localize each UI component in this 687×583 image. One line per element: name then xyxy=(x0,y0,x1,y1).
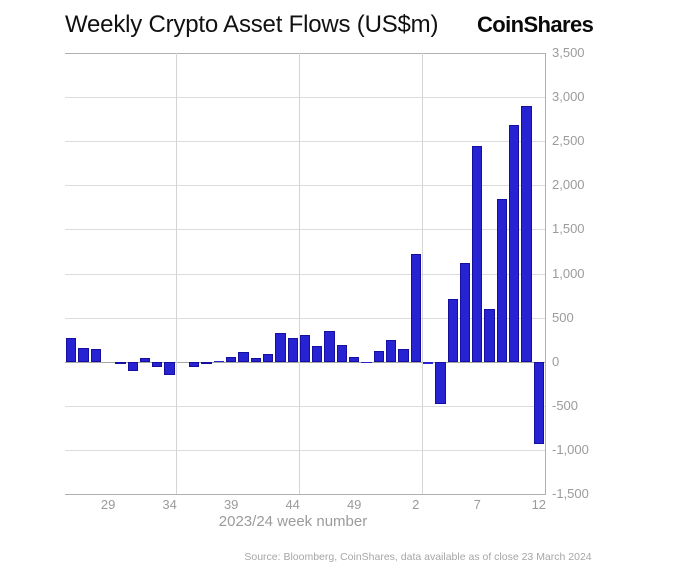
x-tick-label-44: 44 xyxy=(285,497,300,512)
bar-week-28 xyxy=(90,348,101,362)
gridline-week-2 xyxy=(421,53,423,494)
gridline-y-2500 xyxy=(65,141,545,143)
gridline-y-3000 xyxy=(65,97,545,99)
y-tick-label: -1,000 xyxy=(552,441,589,457)
bar-week-45 xyxy=(299,334,311,362)
plot-right-border xyxy=(545,53,546,495)
bar-week-48 xyxy=(336,344,348,362)
x-tick-label-12: 12 xyxy=(531,497,547,512)
bar-week-12 xyxy=(533,361,544,444)
source-note: Source: Bloomberg, CoinShares, data avai… xyxy=(244,551,592,563)
bar-week-5 xyxy=(447,299,458,362)
bar-week-37 xyxy=(201,361,212,365)
bar-week-10 xyxy=(509,125,520,362)
bar-week-52 xyxy=(385,339,397,362)
bar-week-36 xyxy=(189,361,200,367)
y-tick-label: 3,500 xyxy=(552,45,585,60)
bar-week-47 xyxy=(324,330,335,362)
x-tick-label-7: 7 xyxy=(473,497,481,512)
bar-week-7 xyxy=(472,145,483,362)
bar-week-34 xyxy=(164,361,175,376)
x-tick-label-34: 34 xyxy=(162,497,177,512)
bar-week-6 xyxy=(459,262,471,362)
gridline-y-2000 xyxy=(65,185,545,187)
gridline-week-44 xyxy=(298,53,300,494)
gridline-y-1000 xyxy=(65,273,545,275)
bar-week-43 xyxy=(275,332,286,362)
bar-week-33 xyxy=(152,361,163,367)
y-tick-label: 0 xyxy=(552,353,560,369)
bar-week-38 xyxy=(213,360,224,362)
y-tick-label: -500 xyxy=(552,397,579,413)
bar-week-42 xyxy=(262,354,274,362)
bar-week-49 xyxy=(349,357,360,362)
gridline-y--1000 xyxy=(65,449,545,451)
bar-week-1 xyxy=(398,348,409,362)
bar-week-30 xyxy=(115,361,126,365)
bar-week-51 xyxy=(373,350,384,362)
chart-title: Weekly Crypto Asset Flows (US$m) xyxy=(65,11,439,38)
bar-week-8 xyxy=(484,308,495,362)
bar-week-4 xyxy=(435,361,446,404)
y-tick-label: 3,000 xyxy=(552,89,585,105)
gridline-y-3500 xyxy=(65,53,545,54)
bar-week-50 xyxy=(361,361,372,364)
gridline-week-34 xyxy=(175,53,177,494)
bar-week-41 xyxy=(250,358,261,362)
x-tick-label-2: 2 xyxy=(412,497,420,512)
gridline-y-1500 xyxy=(65,229,545,231)
bar-week-44 xyxy=(287,338,298,362)
x-axis-title: 2023/24 week number xyxy=(218,513,368,530)
gridline-y-500 xyxy=(65,317,545,319)
y-tick-label: 1,000 xyxy=(552,265,585,281)
gridline-y-0 xyxy=(65,361,545,363)
bar-week-46 xyxy=(312,345,323,362)
x-tick-label-39: 39 xyxy=(223,497,239,512)
x-tick-label-49: 49 xyxy=(346,497,362,512)
bar-week-9 xyxy=(496,199,508,362)
bar-week-11 xyxy=(521,105,532,362)
bar-week-40 xyxy=(238,352,249,362)
x-tick-label-29: 29 xyxy=(100,497,116,512)
bar-week-26 xyxy=(66,337,77,362)
gridline-y--1500 xyxy=(65,494,545,495)
coinshares-logo: CoinShares xyxy=(477,12,594,37)
y-tick-label: 2,000 xyxy=(552,177,585,193)
bar-week-3 xyxy=(422,361,434,364)
bar-week-31 xyxy=(127,361,138,371)
bar-week-2 xyxy=(410,254,421,362)
bar-week-27 xyxy=(78,347,89,362)
bar-week-39 xyxy=(225,356,237,362)
y-tick-label: -1,500 xyxy=(552,486,589,501)
gridline-y--500 xyxy=(65,405,545,407)
y-tick-label: 2,500 xyxy=(552,133,585,149)
y-tick-label: 500 xyxy=(552,309,574,325)
bar-week-32 xyxy=(139,358,151,362)
y-tick-label: 1,500 xyxy=(552,221,585,237)
